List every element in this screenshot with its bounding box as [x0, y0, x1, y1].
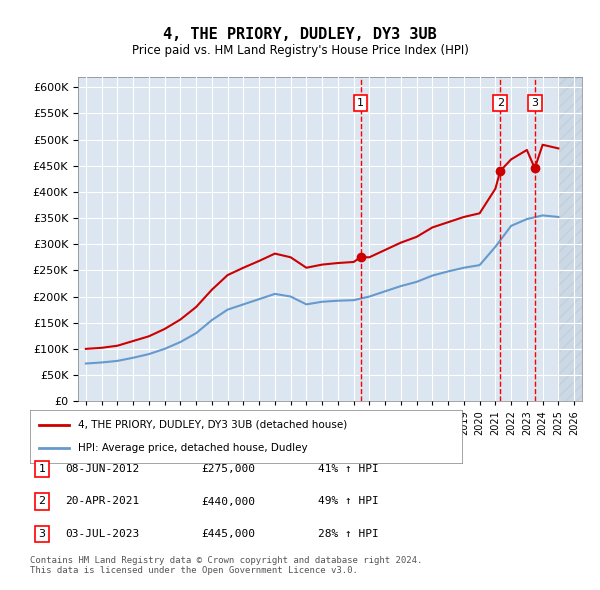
Text: HPI: Average price, detached house, Dudley: HPI: Average price, detached house, Dudl… — [77, 443, 307, 453]
Text: 41% ↑ HPI: 41% ↑ HPI — [317, 464, 379, 474]
Text: Contains HM Land Registry data © Crown copyright and database right 2024.
This d: Contains HM Land Registry data © Crown c… — [30, 556, 422, 575]
Text: £445,000: £445,000 — [201, 529, 255, 539]
Text: 1: 1 — [38, 464, 46, 474]
Text: 28% ↑ HPI: 28% ↑ HPI — [317, 529, 379, 539]
Text: 3: 3 — [531, 98, 538, 108]
Text: 4, THE PRIORY, DUDLEY, DY3 3UB: 4, THE PRIORY, DUDLEY, DY3 3UB — [163, 27, 437, 41]
Text: £275,000: £275,000 — [201, 464, 255, 474]
Text: Price paid vs. HM Land Registry's House Price Index (HPI): Price paid vs. HM Land Registry's House … — [131, 44, 469, 57]
Text: 3: 3 — [38, 529, 46, 539]
Text: 4, THE PRIORY, DUDLEY, DY3 3UB (detached house): 4, THE PRIORY, DUDLEY, DY3 3UB (detached… — [77, 420, 347, 430]
Bar — [559, 77, 582, 401]
Text: 03-JUL-2023: 03-JUL-2023 — [65, 529, 139, 539]
Text: 2: 2 — [38, 497, 46, 506]
Text: 2: 2 — [497, 98, 504, 108]
Text: 08-JUN-2012: 08-JUN-2012 — [65, 464, 139, 474]
Text: 1: 1 — [357, 98, 364, 108]
Text: £440,000: £440,000 — [201, 497, 255, 506]
Text: 20-APR-2021: 20-APR-2021 — [65, 497, 139, 506]
Text: 49% ↑ HPI: 49% ↑ HPI — [317, 497, 379, 506]
